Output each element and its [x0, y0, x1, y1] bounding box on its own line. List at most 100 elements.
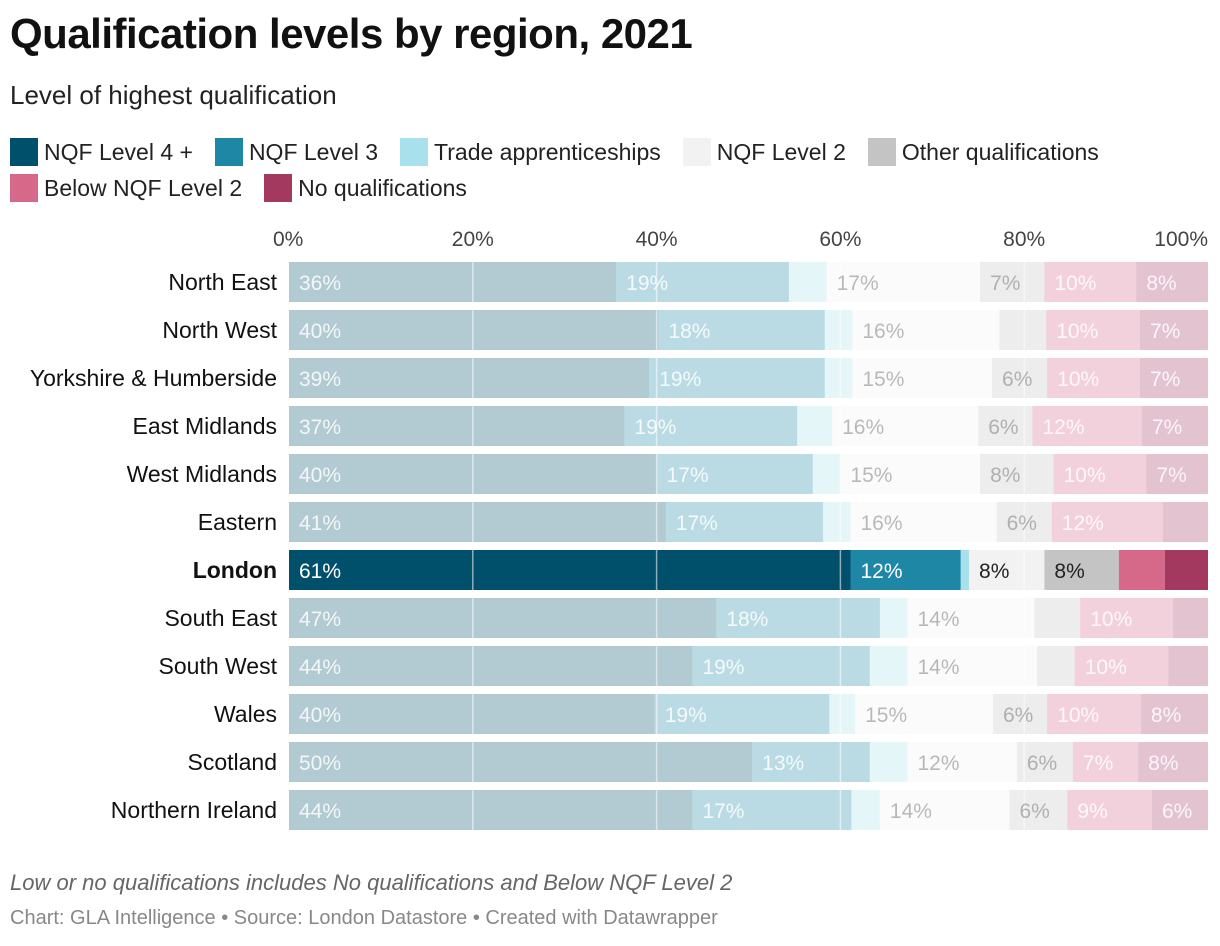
- x-tick-label: 80%: [1003, 228, 1045, 251]
- bar-below2-scotland: [1072, 742, 1139, 782]
- bar-nqf2-north-east: [826, 262, 981, 302]
- data-label-other-west-midlands: 8%: [990, 464, 1020, 487]
- category-label-northern-ireland: Northern Ireland: [111, 797, 277, 823]
- category-label-south-east: South East: [164, 605, 277, 631]
- data-label-below2-east-midlands: 12%: [1042, 416, 1084, 439]
- bar-other-north-west: [999, 310, 1047, 350]
- data-label-nqf4-north-east: 36%: [299, 272, 341, 295]
- x-tick-label: 0%: [273, 228, 303, 251]
- data-label-other-wales: 6%: [1003, 704, 1033, 727]
- legend-label-nqf4: NQF Level 4 +: [44, 138, 193, 165]
- data-label-other-london: 8%: [1054, 560, 1084, 583]
- bar-trade-west-midlands: [812, 454, 841, 494]
- bar-nqf3-east-midlands: [624, 406, 798, 446]
- bar-trade-north-east: [788, 262, 827, 302]
- bar-other-wales: [992, 694, 1048, 734]
- legend-swatch-nqf3: [214, 138, 243, 166]
- source-credit: Chart: GLA Intelligence • Source: London…: [10, 907, 718, 929]
- gridlines: [472, 262, 1025, 830]
- data-label-nqf3-northern-ireland: 17%: [702, 800, 744, 823]
- bar-other-scotland: [1016, 742, 1073, 782]
- bar-nqf4-eastern: [289, 502, 666, 542]
- legend-swatch-below2: [10, 174, 38, 202]
- data-label-nqf4-yorkshire-humberside: 39%: [299, 368, 341, 391]
- data-label-below2-northern-ireland: 9%: [1077, 800, 1107, 823]
- legend-item-other: Other qualifications: [867, 138, 1099, 166]
- legend-label-nqf3: NQF Level 3: [248, 138, 379, 165]
- data-label-noqual-wales: 8%: [1151, 704, 1181, 727]
- bar-below2-yorkshire-humberside: [1047, 358, 1140, 398]
- data-label-other-eastern: 6%: [1007, 512, 1037, 535]
- bar-below2-west-midlands: [1053, 454, 1147, 494]
- bar-trade-south-east: [879, 598, 908, 638]
- data-label-nqf4-northern-ireland: 44%: [299, 800, 341, 823]
- bar-noqual-yorkshire-humberside: [1139, 358, 1208, 398]
- data-label-nqf2-south-east: 14%: [917, 608, 959, 631]
- bar-nqf4-northern-ireland: [289, 790, 693, 830]
- data-label-noqual-north-east: 8%: [1146, 272, 1176, 295]
- data-label-below2-south-east: 10%: [1090, 608, 1132, 631]
- legend-item-nqf4: NQF Level 4 +: [10, 138, 193, 166]
- data-label-nqf4-south-east: 47%: [299, 608, 341, 631]
- legend-label-noqual: No qualifications: [298, 174, 467, 201]
- category-label-north-west: North West: [162, 317, 277, 343]
- bar-trade-eastern: [822, 502, 851, 542]
- category-label-wales: Wales: [214, 701, 277, 727]
- bar-nqf2-northern-ireland: [879, 790, 1010, 830]
- data-label-nqf3-eastern: 17%: [676, 512, 718, 535]
- data-label-noqual-scotland: 8%: [1148, 752, 1178, 775]
- data-label-nqf3-south-west: 19%: [702, 656, 744, 679]
- data-label-other-northern-ireland: 6%: [1019, 800, 1049, 823]
- bar-nqf2-east-midlands: [832, 406, 979, 446]
- bar-nqf3-south-east: [716, 598, 880, 638]
- category-label-london: London: [193, 557, 277, 583]
- category-label-eastern: Eastern: [198, 509, 277, 535]
- data-label-below2-wales: 10%: [1057, 704, 1099, 727]
- bar-nqf2-scotland: [907, 742, 1017, 782]
- data-label-nqf2-north-west: 16%: [862, 320, 904, 343]
- bar-noqual-north-west: [1139, 310, 1208, 350]
- legend-row-1: NQF Level 4 + NQF Level 3 Trade apprenti…: [10, 136, 1210, 168]
- bar-nqf2-yorkshire-humberside: [852, 358, 993, 398]
- data-label-noqual-north-west: 7%: [1150, 320, 1180, 343]
- legend-item-noqual: No qualifications: [264, 174, 467, 202]
- bar-other-northern-ireland: [1009, 790, 1068, 830]
- bar-noqual-london: [1164, 550, 1208, 590]
- x-tick-label: 60%: [819, 228, 861, 251]
- data-label-nqf2-eastern: 16%: [861, 512, 903, 535]
- bars: [289, 262, 1208, 830]
- data-label-nqf3-scotland: 13%: [762, 752, 804, 775]
- bar-below2-south-west: [1074, 646, 1169, 686]
- legend-swatch-nqf2: [682, 138, 711, 166]
- legend-swatch-noqual: [264, 174, 293, 202]
- data-label-nqf2-west-midlands: 15%: [850, 464, 892, 487]
- x-axis: 0% 20% 40% 60% 80% 100%: [273, 228, 1208, 251]
- data-label-nqf3-london: 12%: [861, 560, 903, 583]
- bar-noqual-northern-ireland: [1151, 790, 1208, 830]
- legend-label-below2: Below NQF Level 2: [44, 174, 243, 201]
- data-label-nqf2-north-east: 17%: [837, 272, 879, 295]
- data-label-nqf2-northern-ireland: 14%: [890, 800, 932, 823]
- legend-row-2: Below NQF Level 2 No qualifications: [10, 172, 1210, 204]
- bar-below2-northern-ireland: [1067, 790, 1152, 830]
- bar-nqf3-london: [850, 550, 961, 590]
- bar-noqual-east-midlands: [1141, 406, 1208, 446]
- data-label-nqf3-south-east: 18%: [726, 608, 768, 631]
- bar-below2-london: [1118, 550, 1165, 590]
- bar-nqf4-east-midlands: [289, 406, 625, 446]
- bar-nqf4-north-west: [289, 310, 659, 350]
- data-label-nqf3-east-midlands: 19%: [634, 416, 676, 439]
- y-axis: North East North West Yorkshire & Humbersi…: [30, 269, 278, 823]
- x-tick-label: 40%: [636, 228, 678, 251]
- legend-label-nqf2: NQF Level 2: [716, 138, 846, 165]
- legend-label-other: Other qualifications: [901, 138, 1099, 165]
- stacked-bar-chart: 0% 20% 40% 60% 80% 100% North East North West Yo…: [30, 228, 1208, 830]
- data-label-nqf2-london: 8%: [979, 560, 1009, 583]
- bar-nqf3-northern-ireland: [692, 790, 852, 830]
- data-label-below2-north-east: 10%: [1054, 272, 1096, 295]
- bar-noqual-scotland: [1138, 742, 1208, 782]
- bar-other-yorkshire-humberside: [992, 358, 1048, 398]
- bar-nqf2-south-west: [907, 646, 1038, 686]
- data-label-noqual-east-midlands: 7%: [1152, 416, 1182, 439]
- bar-nqf3-wales: [654, 694, 830, 734]
